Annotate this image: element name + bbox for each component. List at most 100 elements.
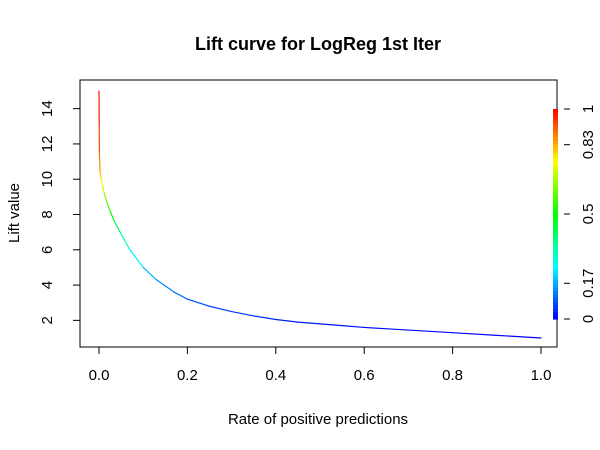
colorbar-segment	[553, 175, 558, 180]
colorbar-tick-label: 0.83	[580, 130, 597, 159]
colorbar-segment	[553, 315, 558, 320]
x-tick-label: 1.0	[531, 367, 552, 384]
colorbar-segment	[553, 266, 558, 271]
x-axis-label: Rate of positive predictions	[228, 411, 408, 428]
colorbar-segment	[553, 259, 558, 264]
curve-segment	[103, 192, 108, 203]
colorbar-segment	[553, 301, 558, 306]
curve-segment	[101, 185, 105, 194]
plot-frame	[79, 79, 558, 348]
colorbar-segment	[553, 294, 558, 299]
curve-segment	[120, 233, 131, 251]
curve-segment	[341, 325, 365, 329]
y-tick-label: 8	[39, 210, 56, 218]
colorbar-segment	[553, 140, 558, 145]
colorbar-segment	[553, 158, 558, 163]
colorbar-tick-label: 1	[580, 105, 597, 113]
colorbar-segment	[553, 231, 558, 236]
colorbar-segment	[553, 252, 558, 257]
y-tick-label: 12	[39, 136, 56, 153]
x-tick-label: 0.0	[89, 367, 110, 384]
colorbar-segment	[553, 112, 558, 117]
y-tick-label: 10	[39, 171, 56, 188]
colorbar-segment	[553, 273, 558, 278]
curve-segment	[297, 321, 321, 325]
colorbar-segment	[553, 119, 558, 124]
colorbar-segment	[553, 161, 558, 166]
lift-curve	[98, 90, 542, 339]
colorbar-segment	[553, 214, 558, 219]
x-axis: 0.0 0.2 0.4 0.6 0.8 1.0	[89, 347, 552, 384]
colorbar-segment	[553, 210, 558, 215]
colorbar-segment	[553, 196, 558, 201]
colorbar-segment	[553, 235, 558, 240]
curve-segment	[496, 334, 542, 339]
colorbar-segment	[553, 130, 558, 135]
colorbar-tick-label: 0.17	[580, 269, 597, 298]
colorbar-tick-label: 0.5	[580, 204, 597, 225]
colorbar-tick-label: 0	[580, 315, 597, 323]
colorbar-segment	[553, 147, 558, 152]
y-tick-label: 6	[39, 246, 56, 254]
colorbar-segment	[553, 249, 558, 254]
y-tick-label: 4	[39, 281, 56, 289]
curve-segment	[186, 298, 211, 307]
curve-segment	[231, 310, 255, 317]
colorbar-segment	[553, 151, 558, 156]
chart-title: Lift curve for LogReg 1st Iter	[195, 34, 441, 54]
colorbar-segment	[553, 165, 558, 170]
colorbar-segment	[553, 189, 558, 194]
colorbar-segment	[553, 137, 558, 142]
curve-segment	[253, 315, 277, 321]
colorbar-segment	[553, 270, 558, 275]
curve-segment	[99, 173, 102, 180]
curve-segment	[155, 279, 175, 293]
colorbar-segment	[553, 238, 558, 243]
colorbar-segment	[553, 245, 558, 250]
curve-segment	[142, 266, 158, 281]
curve-segment	[173, 291, 188, 300]
x-tick-label: 0.8	[442, 367, 463, 384]
colorbar-segment	[553, 298, 558, 303]
colorbar-segment	[553, 224, 558, 229]
colorbar-segment	[553, 182, 558, 187]
colorbar-segment	[553, 186, 558, 191]
curve-segment	[109, 210, 116, 223]
colorbar-segment	[553, 277, 558, 282]
curve-segment	[452, 332, 498, 336]
colorbar-segment	[553, 123, 558, 128]
colorbar-segment	[553, 154, 558, 159]
colorbar-segment	[553, 287, 558, 292]
curve-segment	[319, 323, 343, 327]
y-tick-label: 14	[39, 100, 56, 117]
colorbar-segment	[553, 144, 558, 149]
y-axis: 2 4 6 8 10 12 14	[39, 100, 80, 325]
colorbar-segment	[553, 168, 558, 173]
colorbar-segment	[553, 312, 558, 317]
colorbar-segment	[553, 308, 558, 313]
colorbar-segment	[553, 242, 558, 247]
x-tick-label: 0.6	[354, 367, 375, 384]
colorbar-segment	[553, 284, 558, 289]
colorbar: 0 0.17 0.5 0.83 1	[553, 105, 597, 323]
colorbar-segment	[553, 200, 558, 205]
colorbar-segment	[553, 291, 558, 296]
curve-segment	[208, 305, 233, 313]
colorbar-segment	[553, 228, 558, 233]
colorbar-segment	[553, 172, 558, 177]
x-tick-label: 0.2	[177, 367, 198, 384]
curve-segment	[106, 201, 111, 212]
curve-segment	[363, 326, 409, 331]
colorbar-segment	[553, 280, 558, 285]
colorbar-segment	[553, 263, 558, 268]
colorbar-segment	[553, 305, 558, 310]
colorbar-segment	[553, 193, 558, 198]
curve-segment	[275, 318, 299, 323]
y-axis-label: Lift value	[6, 183, 23, 243]
colorbar-segment	[553, 179, 558, 184]
colorbar-segment	[553, 256, 558, 261]
colorbar-segment	[553, 133, 558, 138]
colorbar-segment	[553, 217, 558, 222]
y-tick-label: 2	[39, 316, 56, 324]
